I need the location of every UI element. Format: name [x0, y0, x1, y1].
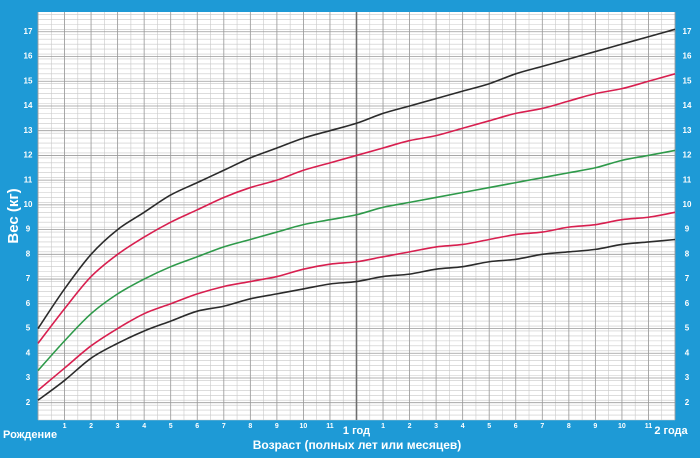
x-tick-label: 3	[434, 423, 438, 430]
x-tick-label: 10	[618, 423, 626, 430]
x-tick-label: 1 год	[343, 425, 370, 437]
y-tick-label: 12	[24, 151, 33, 160]
y-tick-label: 13	[24, 126, 33, 135]
growth-curve	[37, 73, 676, 344]
x-tick-label: 3	[116, 423, 120, 430]
y-tick-label: 2	[26, 398, 31, 407]
y-tick-label: 16	[24, 52, 33, 61]
y-tick-label-right: 13	[683, 126, 692, 135]
x-tick-label: 8	[567, 423, 571, 430]
x-tick-label: 4	[142, 423, 146, 430]
x-tick-label: 4	[461, 423, 465, 430]
y-tick-label-right: 14	[683, 101, 692, 110]
y-tick-label-right: 3	[685, 373, 690, 382]
x-tick-label: 2	[408, 423, 412, 430]
y-tick-label: 5	[26, 324, 31, 333]
y-tick-label-right: 9	[685, 225, 690, 234]
x-tick-label: 1	[381, 423, 385, 430]
x-tick-label: 2 года	[654, 425, 688, 437]
x-tick-label: 6	[195, 423, 199, 430]
growth-curve	[37, 211, 676, 391]
y-tick-label-right: 5	[685, 324, 690, 333]
y-tick-label-right: 8	[685, 249, 690, 258]
growth-curve	[37, 149, 676, 372]
y-tick-label-right: 7	[685, 274, 690, 283]
y-tick-label: 8	[26, 249, 31, 258]
x-tick-label: 2	[89, 423, 93, 430]
y-tick-label-right: 10	[683, 200, 692, 209]
y-tick-label: 17	[24, 27, 33, 36]
y-tick-label-right: 6	[685, 299, 690, 308]
y-tick-label-right: 17	[683, 27, 692, 36]
growth-curve	[37, 28, 676, 329]
curves	[37, 28, 676, 401]
y-tick-label-right: 11	[683, 175, 692, 184]
y-tick-label: 6	[26, 299, 31, 308]
y-tick-label: 4	[26, 348, 31, 357]
grid	[37, 12, 676, 421]
x-tick-label: 11	[645, 423, 653, 430]
y-tick-label: 11	[24, 175, 33, 184]
y-tick-label: 15	[24, 76, 33, 85]
y-tick-label: 9	[26, 225, 31, 234]
x-axis-label: Возраст (полных лет или месяцев)	[253, 438, 462, 452]
y-tick-label-right: 16	[683, 52, 692, 61]
y-tick-label-right: 2	[685, 398, 690, 407]
x-tick-label: 8	[248, 423, 252, 430]
x-tick-label: 11	[326, 423, 334, 430]
x-tick-label: 7	[540, 423, 544, 430]
y-tick-label: 10	[24, 200, 33, 209]
x-tick-label: 5	[169, 423, 173, 430]
x-tick-label: Рождение	[3, 429, 57, 441]
y-tick-label-right: 4	[685, 348, 690, 357]
y-tick-label-right: 12	[683, 151, 692, 160]
x-tick-label: 6	[514, 423, 518, 430]
y-axis-label: Вес (кг)	[5, 188, 22, 243]
x-tick-label: 10	[300, 423, 308, 430]
y-tick-label-right: 15	[683, 76, 692, 85]
y-tick-label: 14	[24, 101, 33, 110]
growth-curve	[37, 238, 676, 401]
x-tick-label: 1	[63, 423, 67, 430]
x-tick-label: 9	[275, 423, 279, 430]
x-tick-label: 7	[222, 423, 226, 430]
y-tick-label: 7	[26, 274, 31, 283]
x-tick-label: 9	[593, 423, 597, 430]
y-tick-label: 3	[26, 373, 31, 382]
x-tick-label: 5	[487, 423, 491, 430]
